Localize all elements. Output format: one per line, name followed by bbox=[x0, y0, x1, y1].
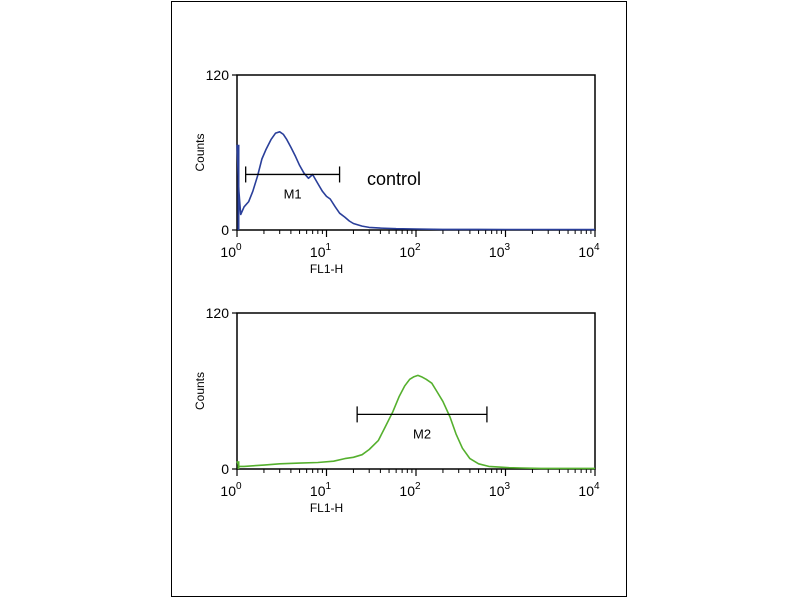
y-tick-label: 0 bbox=[221, 222, 229, 238]
y-tick-label: 0 bbox=[221, 461, 229, 477]
plot-area-border bbox=[236, 312, 596, 470]
x-tick-label: 100 bbox=[220, 242, 242, 260]
x-tick-label: 101 bbox=[310, 481, 332, 499]
x-tick-label: 102 bbox=[399, 242, 421, 260]
x-tick-label: 104 bbox=[578, 481, 600, 499]
gate-label: M2 bbox=[413, 426, 431, 441]
x-tick-label: 103 bbox=[489, 481, 511, 499]
gate-marker-m1 bbox=[245, 166, 341, 183]
x-tick-label: 102 bbox=[399, 481, 421, 499]
x-axis-label: FL1-H bbox=[310, 501, 343, 515]
y-axis-label: Counts bbox=[193, 133, 207, 171]
annotation-label: control bbox=[367, 169, 421, 189]
x-tick-label: 104 bbox=[578, 242, 600, 260]
gate-label: M1 bbox=[284, 186, 302, 201]
gate-marker-m2 bbox=[356, 406, 488, 423]
y-tick-label: 120 bbox=[206, 305, 230, 321]
x-axis-label: FL1-H bbox=[310, 262, 343, 276]
y-tick-label: 120 bbox=[206, 67, 230, 83]
plot-area-border bbox=[236, 74, 596, 231]
histogram-panel-2: 0 120 Counts 100 101 102 103 104 FL1-H M2 bbox=[193, 305, 600, 515]
figure-frame bbox=[171, 1, 627, 597]
histogram-panel-1: 0 120 Counts 100 101 102 103 104 FL1-H M1 control bbox=[193, 67, 600, 276]
histogram-series-line bbox=[236, 374, 595, 470]
y-axis-label: Counts bbox=[193, 372, 207, 410]
x-tick-label: 101 bbox=[310, 242, 332, 260]
x-tick-label: 103 bbox=[489, 242, 511, 260]
x-tick-label: 100 bbox=[220, 481, 242, 499]
